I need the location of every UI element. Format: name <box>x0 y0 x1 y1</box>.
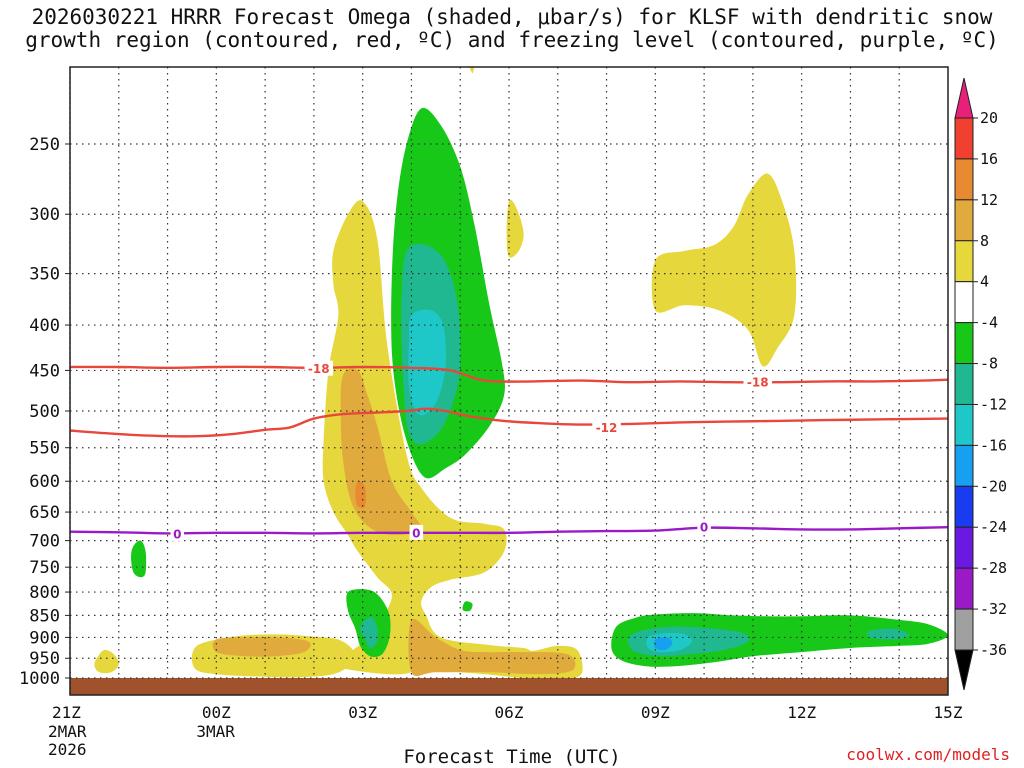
colorbar-swatch <box>954 608 974 651</box>
omega-region-low-orange-left <box>212 637 311 657</box>
chart-title-line1: 2026030221 HRRR Forecast Omega (shaded, … <box>31 5 993 29</box>
colorbar: 20 16 12 8 4 -4 -8 -12 -16 -20 -24 -28 -32 -36 <box>954 77 1007 691</box>
y-tick-label: 750 <box>29 558 60 578</box>
contour-label-bg <box>592 419 621 435</box>
y-tick-label: 350 <box>29 265 60 285</box>
contour-label-dendritic-top: -18 <box>747 376 769 390</box>
y-tick-label: 250 <box>29 135 60 155</box>
colorbar-label: -32 <box>980 600 1007 618</box>
omega-region-right-blue-core <box>653 637 673 651</box>
x-tick-label: 06Z <box>495 703 524 722</box>
contour-label-bg <box>743 374 773 390</box>
y-tick-label: 950 <box>29 649 60 669</box>
omega-region-upper-right-yellow <box>651 173 797 367</box>
omega-region-small-blob-yellow <box>506 199 524 258</box>
contour-freezing-level <box>70 526 948 535</box>
ground-surface <box>70 678 948 695</box>
omega-region-column-cyan <box>408 309 447 416</box>
plot-frame-layer <box>69 66 949 696</box>
y-tick-label: 650 <box>29 503 60 523</box>
colorbar-swatch <box>954 281 974 324</box>
colorbar-swatch <box>954 567 974 610</box>
contours-layer: -18 -18 -12 0 0 0 <box>70 360 948 541</box>
omega-region-column-red-core <box>355 481 366 509</box>
colorbar-swatch <box>954 403 974 446</box>
colorbar-swatch <box>954 444 974 487</box>
x-tick-sublabel: 2MAR <box>48 722 87 741</box>
colorbar-label: -4 <box>980 314 998 332</box>
omega-region-low-orange-mid <box>408 618 576 677</box>
colorbar-swatch <box>954 240 974 283</box>
colorbar-swatch <box>954 322 974 365</box>
y-tick-label: 900 <box>29 628 60 648</box>
x-tick-label: 12Z <box>787 703 816 722</box>
x-tick-label: 09Z <box>641 703 670 722</box>
y-tick-label: 500 <box>29 402 60 422</box>
colorbar-label: 16 <box>980 150 998 168</box>
colorbar-label: 20 <box>980 109 998 127</box>
colorbar-label: -36 <box>980 641 1007 659</box>
colorbar-bottom-arrow <box>954 649 974 691</box>
colorbar-label: -28 <box>980 559 1007 577</box>
surface-layer <box>70 678 948 695</box>
y-tick-label: 700 <box>29 532 60 552</box>
contour-label-bg <box>304 360 334 376</box>
contour-label-dendritic-bottom: -12 <box>596 421 618 435</box>
colorbar-swatch <box>954 526 974 569</box>
omega-region-left-small-yellow <box>94 649 119 674</box>
x-tick-label: 03Z <box>348 703 377 722</box>
colorbar-label: -12 <box>980 395 1007 413</box>
colorbar-label: 12 <box>980 191 998 209</box>
colorbar-top-arrow <box>954 77 974 119</box>
omega-region-left-green-blob <box>131 540 147 578</box>
colorbar-swatch <box>954 363 974 405</box>
x-axis-label: Forecast Time (UTC) <box>403 746 621 768</box>
contour-dendritic-bottom <box>70 407 948 438</box>
contour-label-dendritic-top: -18 <box>308 362 330 376</box>
y-tick-label: 600 <box>29 472 60 492</box>
omega-region-rising-column-yellow <box>322 200 583 680</box>
chart-title-line2: growth region (contoured, red, ºC) and f… <box>25 28 999 52</box>
contour-label-bg <box>697 519 711 535</box>
contour-label-bg <box>170 525 185 541</box>
x-tick-label: 21Z <box>52 703 81 722</box>
y-tick-label: 850 <box>29 606 60 626</box>
site-credit[interactable]: coolwx.com/models <box>846 745 1010 764</box>
omega-shading-layer <box>94 67 948 680</box>
y-tick-label: 300 <box>29 205 60 225</box>
contour-label-freezing-level: 0 <box>700 521 708 535</box>
colorbar-swatch <box>954 485 974 528</box>
contour-dendritic-top <box>70 365 948 384</box>
colorbar-label: -24 <box>980 518 1007 536</box>
colorbar-swatch <box>954 158 974 201</box>
y-axis: 2503003504004505005506006507007508008509… <box>19 135 70 689</box>
colorbar-swatch <box>954 117 974 160</box>
omega-region-tiny-green-dot <box>462 601 473 612</box>
colorbar-label: -16 <box>980 436 1007 454</box>
y-tick-label: 400 <box>29 316 60 336</box>
x-tick-label: 00Z <box>202 703 231 722</box>
y-tick-label: 1000 <box>19 669 60 689</box>
y-tick-label: 550 <box>29 439 60 459</box>
plot-frame <box>69 66 949 696</box>
colorbar-label: 8 <box>980 232 989 250</box>
chart-title: 2026030221 HRRR Forecast Omega (shaded, … <box>0 6 1024 52</box>
x-tick-sublabel: 3MAR <box>196 722 235 741</box>
y-tick-label: 800 <box>29 583 60 603</box>
omega-region-low-teal-blob <box>360 617 379 649</box>
colorbar-label: -20 <box>980 477 1007 495</box>
y-tick-label: 450 <box>29 361 60 381</box>
contour-label-bg <box>409 524 424 540</box>
x-tick-sublabel-year: 2026 <box>48 740 87 759</box>
colorbar-label: -8 <box>980 355 998 373</box>
grid-layer <box>70 67 948 679</box>
omega-region-top-sliver-yellow <box>469 67 475 74</box>
x-tick-label: 15Z <box>934 703 963 722</box>
colorbar-swatch <box>954 199 974 242</box>
colorbar-label: 4 <box>980 273 989 291</box>
contour-label-freezing-level: 0 <box>412 526 420 540</box>
contour-label-freezing-level: 0 <box>173 527 181 541</box>
